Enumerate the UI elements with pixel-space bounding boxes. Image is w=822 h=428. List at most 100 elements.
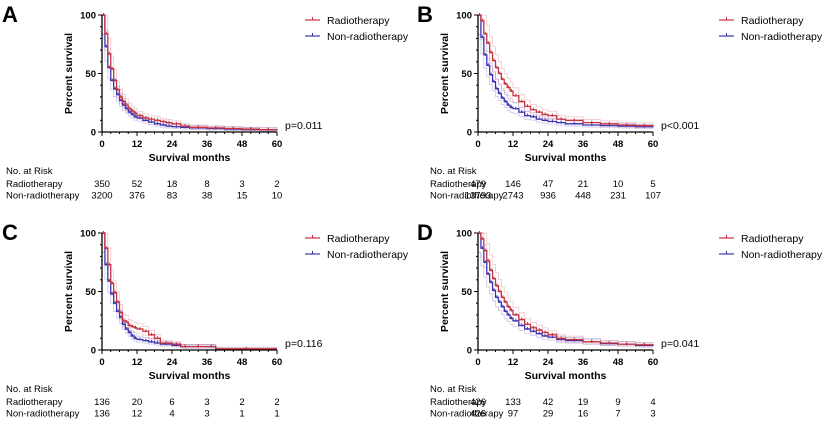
risk-count: 3 xyxy=(650,409,655,420)
legend-label-non-radiotherapy: Non-radiotherapy xyxy=(327,249,409,261)
risk-table-title: No. at Risk xyxy=(430,384,477,395)
risk-count: 52 xyxy=(132,179,143,190)
x-tick-label: 36 xyxy=(578,139,589,150)
risk-count: 10 xyxy=(613,179,624,190)
risk-count: 47 xyxy=(543,179,554,190)
risk-row-label: Non-radiotherapy xyxy=(6,191,80,202)
panel-b: B 0 50 100 0 12 24 36 48 60 Survival months Percent… xyxy=(411,0,822,210)
x-tick-label: 24 xyxy=(543,139,554,150)
x-tick-label: 12 xyxy=(132,357,143,368)
x-tick-label: 48 xyxy=(613,139,624,150)
risk-count: 20 xyxy=(132,397,143,408)
x-tick-label: 48 xyxy=(237,139,248,150)
p-value: p=0.011 xyxy=(285,120,323,132)
x-axis-label: Survival months xyxy=(149,370,231,382)
legend-label-radiotherapy: Radiotherapy xyxy=(327,233,390,245)
y-tick-label: 100 xyxy=(456,229,472,240)
risk-count: 97 xyxy=(508,409,519,420)
x-tick-label: 60 xyxy=(272,139,283,150)
risk-count: 3200 xyxy=(91,191,112,202)
risk-count: 10 xyxy=(272,191,283,202)
risk-table-title: No. at Risk xyxy=(6,166,53,177)
risk-count: 5 xyxy=(650,179,655,190)
risk-count: 1 xyxy=(274,409,279,420)
y-tick-label: 100 xyxy=(456,11,472,22)
risk-count: 13793 xyxy=(465,191,491,202)
y-axis-label: Percent survival xyxy=(439,251,451,332)
x-tick-label: 0 xyxy=(99,357,104,368)
legend-label-radiotherapy: Radiotherapy xyxy=(741,233,804,245)
km-chart-d: D 0 50 100 0 12 24 36 48 60 Survival months Percent… xyxy=(417,220,822,420)
x-tick-label: 24 xyxy=(543,357,554,368)
ci-band-upper-radiotherapy xyxy=(102,232,277,348)
risk-count: 448 xyxy=(575,191,591,202)
y-tick-label: 0 xyxy=(91,346,96,357)
risk-row-label: Radiotherapy xyxy=(430,397,487,408)
x-tick-label: 48 xyxy=(237,357,248,368)
risk-row-label: Non-radiotherapy xyxy=(430,191,504,202)
y-tick-label: 0 xyxy=(91,128,96,139)
risk-count: 146 xyxy=(505,179,521,190)
risk-count: 12 xyxy=(132,409,143,420)
risk-count: 376 xyxy=(129,191,145,202)
x-tick-label: 0 xyxy=(99,139,104,150)
x-axis-label: Survival months xyxy=(149,152,231,164)
panel-c: C 0 50 100 0 12 24 36 48 60 Survival months Percent… xyxy=(0,218,411,428)
risk-table-title: No. at Risk xyxy=(6,384,53,395)
ci-band-upper-radiotherapy xyxy=(478,232,654,344)
panel-letter-a: A xyxy=(2,2,18,27)
x-axis-label: Survival months xyxy=(525,370,607,382)
risk-row-label: Radiotherapy xyxy=(6,179,63,190)
p-value: p=0.116 xyxy=(285,338,323,350)
x-tick-label: 12 xyxy=(508,139,519,150)
p-value: p=0.041 xyxy=(661,338,699,350)
km-curve-non-radiotherapy xyxy=(102,232,277,351)
risk-count: 19 xyxy=(578,397,589,408)
risk-count: 4 xyxy=(169,409,174,420)
panel-a: A 0 50 100 0 12 24 36 48 60 Survival months Percent… xyxy=(0,0,411,210)
y-tick-label: 50 xyxy=(85,287,96,298)
x-tick-label: 36 xyxy=(202,357,213,368)
y-axis-label: Percent survival xyxy=(439,33,451,114)
legend-label-radiotherapy: Radiotherapy xyxy=(741,15,804,27)
x-tick-label: 24 xyxy=(167,357,178,368)
risk-count: 1 xyxy=(239,409,244,420)
risk-count: 136 xyxy=(94,409,110,420)
risk-count: 9 xyxy=(615,397,620,408)
km-chart-b: B 0 50 100 0 12 24 36 48 60 Survival months Percent… xyxy=(417,2,822,202)
risk-count: 38 xyxy=(202,191,213,202)
y-axis-label: Percent survival xyxy=(63,251,75,332)
risk-count: 133 xyxy=(505,397,521,408)
risk-count: 21 xyxy=(578,179,589,190)
risk-table-title: No. at Risk xyxy=(430,166,477,177)
risk-count: 4 xyxy=(650,397,655,408)
x-tick-label: 24 xyxy=(167,139,178,150)
panel-letter-d: D xyxy=(417,220,433,245)
risk-count: 479 xyxy=(470,179,486,190)
y-tick-label: 50 xyxy=(85,69,96,80)
risk-count: 936 xyxy=(540,191,556,202)
ci-band-lower-non-radiotherapy xyxy=(102,252,277,351)
legend-label-radiotherapy: Radiotherapy xyxy=(327,15,390,27)
risk-row-label: Radiotherapy xyxy=(6,397,63,408)
x-tick-label: 60 xyxy=(272,357,283,368)
risk-count: 2 xyxy=(239,397,244,408)
x-tick-label: 12 xyxy=(508,357,519,368)
ci-band-lower-non-radiotherapy xyxy=(478,34,654,130)
x-tick-label: 60 xyxy=(648,139,659,150)
y-tick-label: 100 xyxy=(80,11,96,22)
risk-count: 18 xyxy=(167,179,178,190)
panel-letter-c: C xyxy=(2,220,18,245)
ci-band-lower-radiotherapy xyxy=(102,34,278,132)
risk-count: 426 xyxy=(470,397,486,408)
risk-count: 42 xyxy=(543,397,554,408)
y-axis-label: Percent survival xyxy=(63,33,75,114)
risk-count: 136 xyxy=(94,397,110,408)
panel-d: D 0 50 100 0 12 24 36 48 60 Survival months Percent… xyxy=(411,218,822,428)
legend-label-non-radiotherapy: Non-radiotherapy xyxy=(327,31,409,43)
risk-count: 8 xyxy=(204,179,209,190)
y-tick-label: 50 xyxy=(461,287,472,298)
ci-band-lower-non-radiotherapy xyxy=(102,34,278,132)
risk-count: 2743 xyxy=(502,191,523,202)
